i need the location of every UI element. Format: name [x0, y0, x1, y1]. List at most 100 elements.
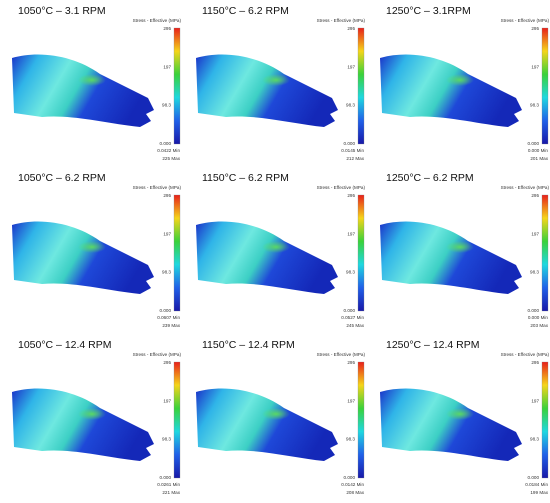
max-label: 239 Max: [162, 323, 180, 328]
scale-tick: 98.3: [530, 270, 539, 275]
scale-tick: 0.000: [344, 308, 356, 313]
scale-tick: 0.000: [160, 475, 172, 480]
stress-zone: [446, 74, 474, 86]
stress-zone: [78, 408, 106, 420]
stress-zone: [446, 408, 474, 420]
deformed-body: [12, 54, 154, 127]
panel-title: 1250°C – 6.2 RPM: [386, 172, 474, 184]
scale-tick: 0.000: [528, 141, 540, 146]
max-label: 208 Max: [346, 490, 364, 495]
scale-tick: 0.000: [528, 475, 540, 480]
scale-tick: 98.3: [530, 103, 539, 108]
color-bar: [541, 361, 549, 479]
panel: 1050°C – 3.1 RPM Stress - Effective (MPa)…: [12, 5, 181, 161]
scale-tick: 197: [347, 398, 355, 403]
scale-tick: 197: [531, 64, 539, 69]
min-label: 0.0422 Min: [157, 148, 180, 153]
max-label: 245 Max: [346, 323, 364, 328]
deformed-body: [380, 54, 522, 127]
scale-tick: 197: [531, 231, 539, 236]
scale-tick: 98.3: [162, 270, 171, 275]
scale-label: Stress - Effective (MPa): [501, 352, 550, 357]
stress-zone: [262, 408, 290, 420]
max-label: 201 Max: [530, 156, 548, 161]
scale-label: Stress - Effective (MPa): [317, 185, 366, 190]
scale-label: Stress - Effective (MPa): [133, 352, 182, 357]
scale-tick: 295: [531, 193, 539, 198]
panel-title: 1250°C – 12.4 RPM: [386, 339, 480, 351]
deformed-body: [380, 388, 522, 461]
scale-tick: 197: [163, 398, 171, 403]
stress-zone: [262, 74, 290, 86]
max-label: 225 Max: [162, 156, 180, 161]
scale-tick: 98.3: [162, 103, 171, 108]
scale-tick: 295: [347, 26, 355, 31]
min-label: 0.000 Min: [528, 315, 549, 320]
panel: 1150°C – 6.2 RPM Stress - Effective (MPa)…: [196, 172, 365, 328]
scale-tick: 295: [531, 26, 539, 31]
scale-tick: 0.000: [160, 308, 172, 313]
scale-tick: 295: [531, 360, 539, 365]
max-label: 221 Max: [162, 490, 180, 495]
stress-zone: [262, 241, 290, 253]
scale-tick: 295: [347, 360, 355, 365]
stress-zone: [446, 241, 474, 253]
scale-tick: 295: [163, 360, 171, 365]
scale-tick: 197: [531, 398, 539, 403]
scale-tick: 0.000: [528, 308, 540, 313]
deformed-body: [12, 221, 154, 294]
max-label: 203 Max: [530, 323, 548, 328]
scale-label: Stress - Effective (MPa): [317, 18, 366, 23]
panel-title: 1250°C – 3.1RPM: [386, 5, 471, 17]
scale-tick: 197: [163, 64, 171, 69]
scale-tick: 0.000: [344, 141, 356, 146]
panel-title: 1150°C – 6.2 RPM: [202, 5, 289, 17]
scale-tick: 98.3: [162, 437, 171, 442]
panel-title: 1050°C – 6.2 RPM: [18, 172, 106, 184]
deformed-body: [196, 54, 338, 127]
max-label: 199 Max: [530, 490, 548, 495]
panel: 1150°C – 12.4 RPM Stress - Effective (MPa…: [196, 339, 365, 495]
color-bar: [357, 361, 365, 479]
min-label: 0.0184 Min: [525, 482, 548, 487]
stress-zone: [78, 74, 106, 86]
stress-zone: [78, 241, 106, 253]
scale-tick: 295: [163, 26, 171, 31]
min-label: 0.000 Min: [528, 148, 549, 153]
scale-tick: 295: [163, 193, 171, 198]
min-label: 0.0142 Min: [341, 482, 364, 487]
panel: 1050°C – 12.4 RPM Stress - Effective (MPa…: [12, 339, 181, 495]
scale-tick: 197: [347, 231, 355, 236]
deformed-body: [196, 388, 338, 461]
scale-tick: 197: [347, 64, 355, 69]
scale-tick: 0.000: [344, 475, 356, 480]
max-label: 212 Max: [346, 156, 364, 161]
panel: 1250°C – 6.2 RPM Stress - Effective (MPa)…: [380, 172, 549, 328]
scale-tick: 98.3: [346, 270, 355, 275]
scale-label: Stress - Effective (MPa): [133, 185, 182, 190]
min-label: 0.0145 Min: [341, 148, 364, 153]
panel: 1250°C – 3.1RPM Stress - Effective (MPa) 2…: [380, 5, 549, 161]
panel: 1050°C – 6.2 RPM Stress - Effective (MPa)…: [12, 172, 181, 328]
scale-tick: 98.3: [346, 103, 355, 108]
panel-title: 1050°C – 3.1 RPM: [18, 5, 106, 17]
scale-tick: 197: [163, 231, 171, 236]
color-bar: [541, 194, 549, 312]
color-bar: [173, 194, 181, 312]
color-bar: [541, 27, 549, 145]
color-bar: [357, 194, 365, 312]
scale-tick: 295: [347, 193, 355, 198]
panel-title: 1150°C – 6.2 RPM: [202, 172, 289, 184]
color-bar: [173, 27, 181, 145]
scale-tick: 0.000: [160, 141, 172, 146]
scale-label: Stress - Effective (MPa): [501, 18, 550, 23]
scale-tick: 98.3: [530, 437, 539, 442]
scale-tick: 98.3: [346, 437, 355, 442]
deformed-body: [196, 221, 338, 294]
min-label: 0.0607 Min: [157, 315, 180, 320]
deformed-body: [12, 388, 154, 461]
panel-title: 1050°C – 12.4 RPM: [18, 339, 112, 351]
color-bar: [173, 361, 181, 479]
panel: 1250°C – 12.4 RPM Stress - Effective (MPa…: [380, 339, 549, 495]
